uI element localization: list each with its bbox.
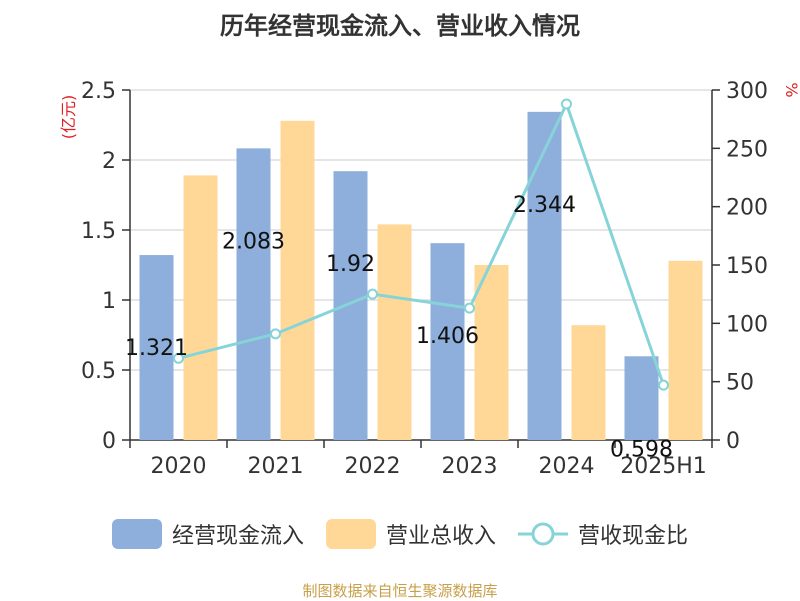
x-tick-label: 2022 xyxy=(345,454,401,479)
legend-label-cash-inflow: 经营现金流入 xyxy=(171,524,304,549)
legend-line-ratio-icon xyxy=(518,519,568,549)
x-tick-label: 2025H1 xyxy=(620,454,707,479)
y-right-tick-label: 50 xyxy=(726,371,754,396)
bar xyxy=(474,265,509,440)
y-left-tick-label: 0 xyxy=(102,429,116,454)
y-left-tick-label: 1 xyxy=(102,289,116,314)
bar xyxy=(527,111,562,440)
y-left-tick-label: 2.5 xyxy=(81,79,116,104)
y-right-tick-label: 200 xyxy=(726,196,768,221)
x-tick-label: 2023 xyxy=(442,454,498,479)
bar xyxy=(333,171,368,440)
ratio-point xyxy=(367,288,378,300)
y-right-tick-label: 250 xyxy=(726,137,768,162)
ratio-line xyxy=(178,100,665,386)
bar xyxy=(668,260,703,440)
bar-data-label: 1.406 xyxy=(416,324,479,349)
bar-data-label: 0.598 xyxy=(610,437,673,462)
legend-item-ratio[interactable]: 营收现金比 xyxy=(518,518,688,550)
legend-label-revenue: 营业总收入 xyxy=(385,524,496,549)
bar xyxy=(377,224,412,440)
bar xyxy=(236,148,271,440)
ratio-point xyxy=(561,98,572,110)
bar xyxy=(430,243,465,440)
ratio-point xyxy=(173,352,184,364)
y-right-tick-label: 0 xyxy=(726,429,740,454)
bar xyxy=(280,120,315,441)
bar-data-label: 1.321 xyxy=(125,336,188,361)
bar-data-label: 2.083 xyxy=(222,229,285,254)
x-tick-label: 2021 xyxy=(248,454,304,479)
y-right-tick-label: 150 xyxy=(726,254,768,279)
source-note: 制图数据来自恒生聚源数据库 xyxy=(302,582,498,600)
bar-data-label: 2.344 xyxy=(513,193,576,218)
bar-data-label: 1.92 xyxy=(326,252,375,277)
y-right-tick-label: 100 xyxy=(726,312,768,337)
x-tick-label: 2020 xyxy=(151,454,207,479)
legend-item-cash-inflow[interactable]: 经营现金流入 xyxy=(111,518,304,550)
legend-label-ratio: 营收现金比 xyxy=(578,524,689,549)
legend: 经营现金流入 营业总收入 营收现金比 xyxy=(0,518,800,550)
y-left-tick-label: 0.5 xyxy=(81,359,116,384)
ratio-point xyxy=(464,302,475,314)
bar xyxy=(183,175,218,440)
bar xyxy=(571,325,606,440)
legend-swatch-cash-inflow xyxy=(111,519,162,549)
x-tick-label: 2024 xyxy=(539,454,595,479)
chart-title: 历年经营现金流入、营业收入情况 xyxy=(220,12,580,40)
legend-swatch-revenue xyxy=(325,519,376,549)
ratio-point xyxy=(270,328,281,340)
bar xyxy=(139,255,174,440)
ratio-point xyxy=(658,379,669,391)
bar xyxy=(624,356,659,440)
y-right-axis-title: % xyxy=(782,82,800,97)
y-left-tick-label: 1.5 xyxy=(81,219,116,244)
y-left-tick-label: 2 xyxy=(102,149,116,174)
y-right-tick-label: 300 xyxy=(726,79,768,104)
legend-item-revenue[interactable]: 营业总收入 xyxy=(325,518,496,550)
y-left-axis-title: (亿元) xyxy=(59,95,78,140)
